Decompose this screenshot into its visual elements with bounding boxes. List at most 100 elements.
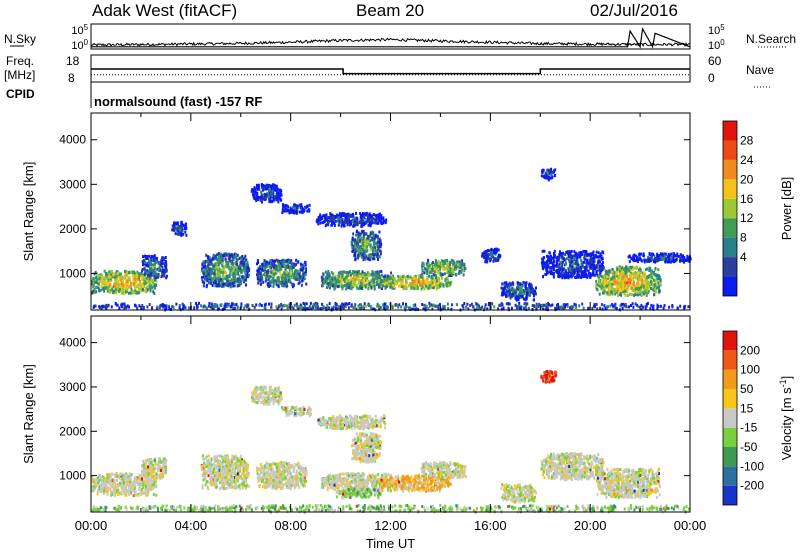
power-echo-cell bbox=[153, 269, 156, 273]
power-echo-cell bbox=[300, 275, 303, 279]
power-echo-cell bbox=[552, 257, 555, 260]
power-echo-cell bbox=[352, 270, 354, 273]
power-echo-cell bbox=[335, 215, 338, 219]
power-echo-cell bbox=[610, 277, 613, 281]
power-echo-cell bbox=[140, 289, 143, 293]
power-echo-cell bbox=[433, 265, 436, 269]
power-echo-cell bbox=[555, 259, 558, 263]
power-echo-cell bbox=[276, 197, 279, 201]
power-echo-cell bbox=[508, 285, 511, 289]
power-echo-cell bbox=[582, 260, 585, 264]
power-echo-cell bbox=[360, 222, 363, 226]
power-echo-cell bbox=[345, 275, 348, 279]
power-echo-cell bbox=[522, 297, 525, 301]
power-echo-cell bbox=[265, 193, 268, 197]
power-echo-cell bbox=[363, 284, 365, 288]
power-echo-cell bbox=[365, 255, 368, 259]
power-echo-cell bbox=[115, 280, 118, 284]
power-echo-cell bbox=[281, 304, 284, 308]
power-echo-cell bbox=[547, 258, 550, 262]
power-echo-cell bbox=[153, 262, 156, 266]
power-echo-cell bbox=[132, 283, 135, 287]
power-echo-cell bbox=[165, 265, 168, 269]
power-echo-cell bbox=[368, 212, 371, 216]
power-echo-cell bbox=[244, 254, 247, 258]
power-echo-cell bbox=[219, 276, 222, 280]
power-echo-cell bbox=[227, 262, 230, 265]
power-echo-cell bbox=[101, 276, 104, 280]
power-echo-cell bbox=[517, 298, 520, 302]
power-echo-cell bbox=[435, 276, 437, 280]
power-echo-cell bbox=[447, 283, 450, 287]
power-echo-cell bbox=[183, 227, 186, 231]
power-echo-cell bbox=[411, 276, 414, 280]
power-echo-cell bbox=[230, 284, 233, 288]
power-echo-cell bbox=[653, 273, 656, 277]
power-echo-cell bbox=[600, 269, 603, 273]
power-echo-cell bbox=[366, 214, 369, 217]
power-echo-cell bbox=[261, 197, 264, 200]
power-echo-cell bbox=[214, 264, 217, 268]
power-echo-cell bbox=[563, 276, 566, 280]
power-echo-cell bbox=[334, 219, 337, 223]
power-echo-cell bbox=[341, 287, 344, 291]
power-echo-cell bbox=[636, 257, 639, 261]
power-echo-cell bbox=[286, 284, 289, 288]
power-echo-cell bbox=[304, 260, 307, 264]
power-echo-cell bbox=[264, 194, 267, 198]
power-echo-cell bbox=[369, 255, 372, 259]
power-echo-cell bbox=[577, 267, 580, 270]
power-echo-cell bbox=[322, 272, 325, 276]
power-echo-cell bbox=[161, 270, 164, 274]
power-echo-cell bbox=[664, 256, 667, 260]
power-echo-cell bbox=[344, 214, 347, 218]
power-echo-cell bbox=[634, 266, 636, 270]
power-echo-cell bbox=[152, 278, 154, 282]
power-echo-cell bbox=[149, 274, 152, 278]
power-echo-cell bbox=[218, 279, 221, 283]
power-echo-cell bbox=[412, 280, 415, 284]
power-echo-cell bbox=[260, 197, 263, 201]
power-echo-cell bbox=[282, 264, 285, 268]
power-echo-cell bbox=[519, 283, 522, 287]
power-echo-cell bbox=[211, 257, 214, 261]
power-echo-cell bbox=[326, 222, 329, 226]
power-echo-cell bbox=[368, 219, 370, 223]
power-echo-cell bbox=[352, 281, 355, 285]
power-echo-cell bbox=[91, 281, 93, 285]
power-echo-cell bbox=[383, 282, 386, 286]
power-echo-cell bbox=[107, 289, 110, 293]
power-echo-cell bbox=[619, 282, 622, 286]
power-echo-cell bbox=[549, 254, 552, 258]
power-echo-cell bbox=[622, 287, 625, 291]
power-echo-cell bbox=[200, 276, 203, 280]
power-echo-cell bbox=[126, 288, 129, 291]
power-echo-cell bbox=[620, 272, 623, 276]
power-echo-cell bbox=[223, 252, 226, 256]
power-echo-cell bbox=[500, 286, 503, 290]
power-echo-cell bbox=[582, 273, 585, 277]
power-echo-cell bbox=[255, 197, 257, 200]
power-echo-cell bbox=[217, 263, 220, 267]
power-echo-cell bbox=[627, 268, 630, 272]
power-echo-cell bbox=[365, 218, 368, 222]
power-echo-cell bbox=[164, 256, 167, 259]
power-echo-cell bbox=[447, 270, 450, 274]
power-echo-cell bbox=[561, 274, 564, 278]
power-echo-cell bbox=[332, 284, 334, 288]
power-echo-cell bbox=[271, 189, 274, 192]
power-echo-cell bbox=[554, 168, 557, 172]
power-echo-cell bbox=[236, 265, 239, 269]
power-echo-cell bbox=[401, 285, 404, 289]
power-echo-cell bbox=[332, 275, 335, 279]
power-echo-cell bbox=[324, 275, 327, 279]
power-echo-cell bbox=[353, 270, 356, 274]
power-echo-cell bbox=[617, 284, 620, 288]
power-echo-cell bbox=[233, 280, 236, 284]
power-echo-cell bbox=[273, 195, 276, 198]
power-echo-cell bbox=[523, 292, 526, 296]
power-echo-cell bbox=[608, 288, 611, 292]
power-echo-cell bbox=[493, 251, 496, 255]
power-echo-cell bbox=[573, 270, 575, 274]
power-echo-cell bbox=[442, 268, 445, 272]
